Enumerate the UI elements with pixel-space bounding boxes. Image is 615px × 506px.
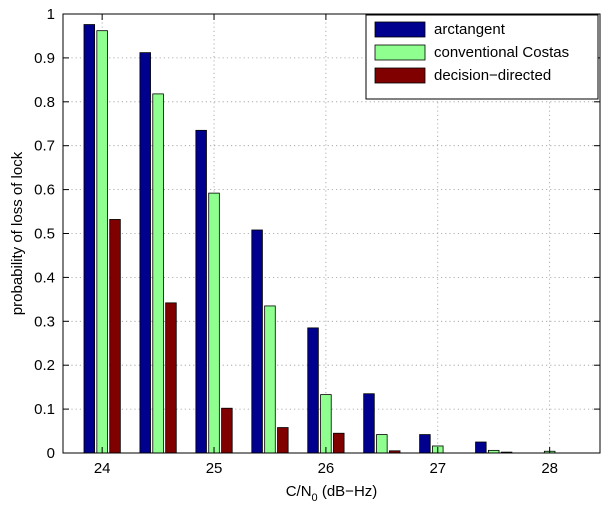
bar-decision-directed bbox=[221, 407, 233, 454]
y-tick-label: 0 bbox=[47, 445, 55, 462]
y-tick-label: 0.2 bbox=[34, 357, 55, 374]
bar-decision-directed bbox=[277, 427, 289, 454]
bars bbox=[83, 24, 556, 454]
legend-swatch bbox=[374, 44, 426, 61]
bar-arctangent bbox=[195, 129, 207, 454]
y-axis-title: probability of loss of lock bbox=[9, 151, 26, 315]
bar-arctangent bbox=[363, 393, 375, 454]
bar-arctangent bbox=[419, 434, 431, 454]
bar-decision-directed bbox=[109, 219, 121, 454]
bar-conventional-costas bbox=[264, 305, 276, 454]
bar-arctangent bbox=[475, 441, 487, 454]
bar-arctangent bbox=[251, 229, 263, 454]
x-tick-label: 25 bbox=[206, 460, 223, 477]
legend-label: decision−directed bbox=[434, 67, 551, 84]
bar-arctangent bbox=[307, 327, 319, 454]
x-axis-title: C/N0 (dB−Hz) bbox=[286, 483, 378, 504]
legend-swatch bbox=[374, 21, 426, 38]
x-tick-label: 28 bbox=[541, 460, 558, 477]
legend-swatch bbox=[374, 67, 426, 84]
legend: arctangent conventional Costas decision−di… bbox=[365, 14, 599, 100]
y-tick-label: 0.4 bbox=[34, 269, 55, 286]
y-tick-label: 0.8 bbox=[34, 94, 55, 111]
y-tick-label: 0.9 bbox=[34, 50, 55, 67]
bar-conventional-costas bbox=[320, 394, 332, 454]
bar-conventional-costas bbox=[152, 93, 164, 454]
legend-label: arctangent bbox=[434, 21, 506, 38]
bar-conventional-costas bbox=[208, 192, 220, 454]
y-tick-label: 0.5 bbox=[34, 226, 55, 243]
y-tick-label: 0.3 bbox=[34, 313, 55, 330]
y-tick-label: 0.7 bbox=[34, 138, 55, 155]
bar-arctangent bbox=[83, 24, 96, 454]
bar-arctangent bbox=[139, 52, 151, 454]
bar-decision-directed bbox=[333, 432, 345, 454]
y-tick-labels: 0 0.1 0.2 0.3 0.4 0.5 0.6 0.7 0.8 0.9 1 bbox=[34, 6, 55, 462]
x-tick-label: 26 bbox=[318, 460, 335, 477]
y-tick-label: 0.6 bbox=[34, 182, 55, 199]
x-tick-label: 27 bbox=[429, 460, 446, 477]
x-axis-title-main: C/N bbox=[286, 483, 312, 500]
y-tick-label: 0.1 bbox=[34, 401, 55, 418]
bar-decision-directed bbox=[165, 302, 177, 454]
bar-conventional-costas bbox=[376, 434, 388, 454]
bar-conventional-costas bbox=[96, 30, 108, 454]
x-axis-title-subscript: 0 bbox=[312, 492, 318, 504]
legend-label: conventional Costas bbox=[434, 44, 569, 61]
x-tick-labels: 24 25 26 27 28 bbox=[94, 460, 558, 477]
x-axis-title-rest: (dB−Hz) bbox=[318, 483, 378, 500]
y-tick-label: 1 bbox=[47, 6, 55, 23]
legend-items: arctangent conventional Costas decision−di… bbox=[374, 21, 569, 84]
x-tick-label: 24 bbox=[94, 460, 111, 477]
